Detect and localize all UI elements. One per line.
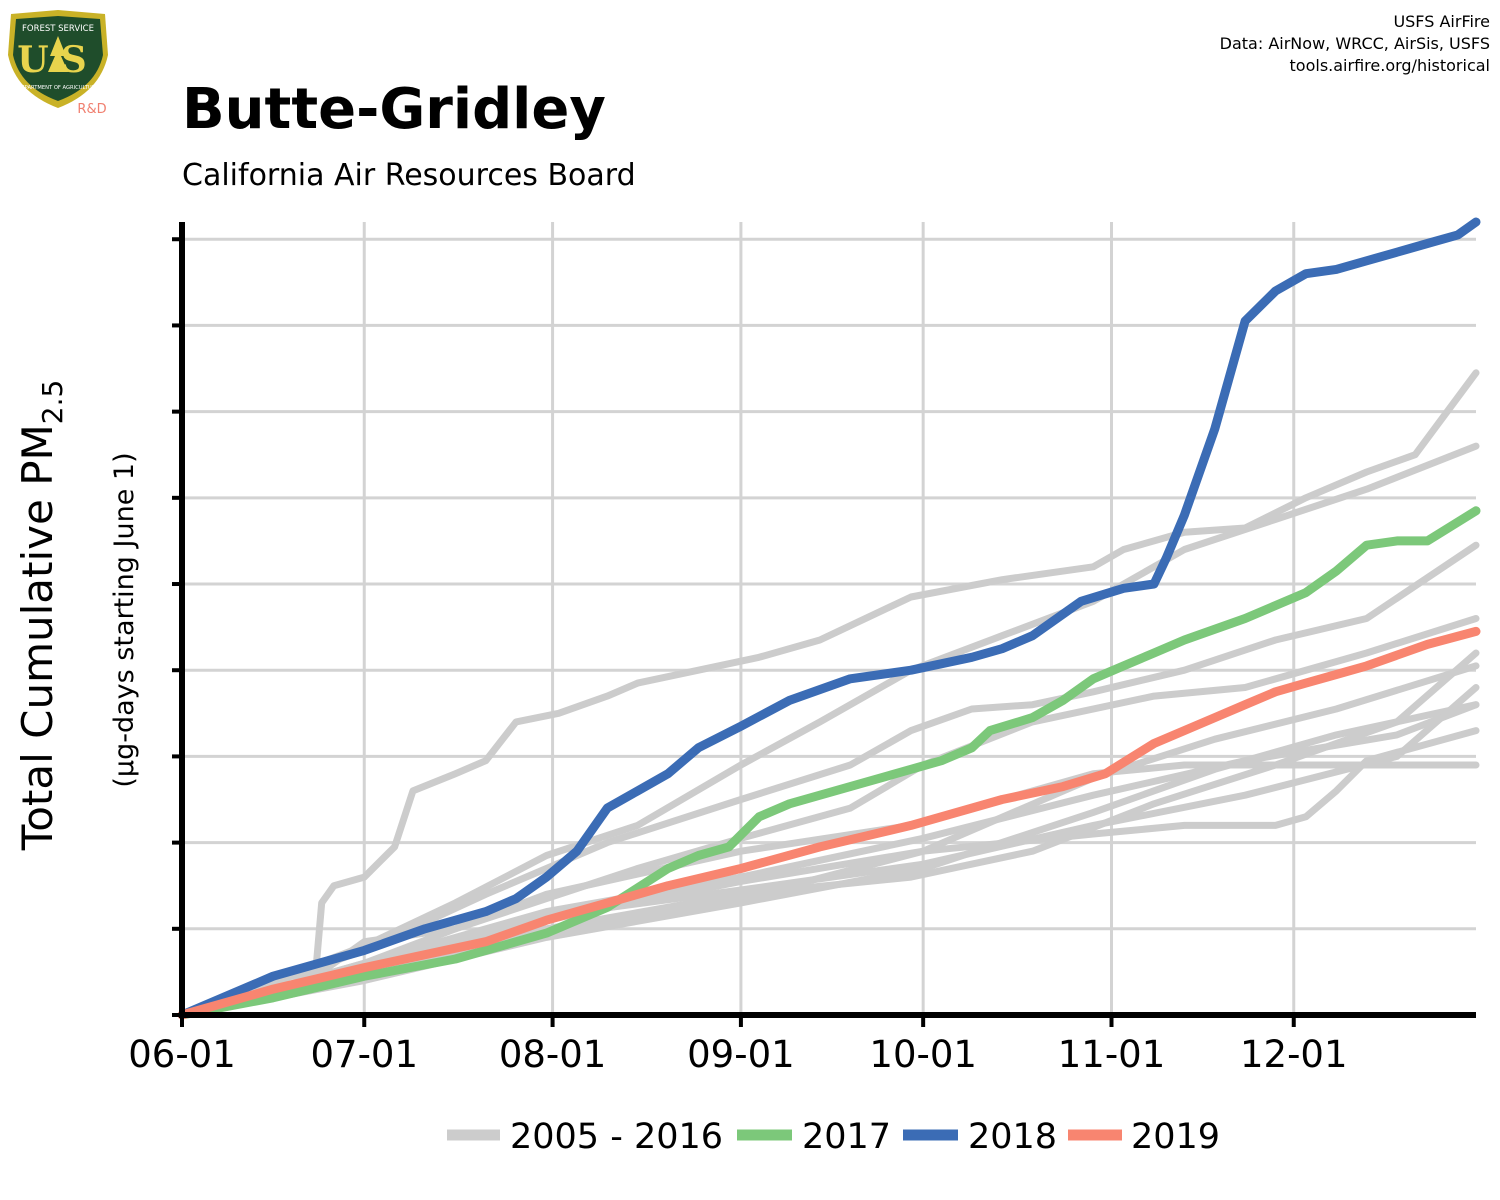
grid [182, 222, 1476, 1015]
x-tick-label-5: 11-01 [1058, 1033, 1166, 1076]
series-line-2005-2016-0 [178, 369, 1480, 1019]
usfs-logo: FOREST SERVICE US DEPARTMENT OF AGRICULT… [8, 10, 108, 117]
series-line-2005-2016-10 [178, 701, 1480, 1019]
x-tick-label-6: 12-01 [1240, 1033, 1348, 1076]
series-line-2005-2016-2 [178, 541, 1480, 1019]
series-line-2005-2016-8 [178, 615, 1480, 1019]
series-line-2005-2016-1 [178, 442, 1480, 1019]
series-line-2019-13 [177, 626, 1481, 1020]
y-axis-label: Total Cumulative PM2.5 [13, 380, 69, 852]
logo-rd-text: R&D [77, 102, 106, 117]
x-tick-label-1: 07-01 [310, 1033, 418, 1076]
legend-label-2: 2018 [968, 1117, 1057, 1157]
legend-label-0: 2005 - 2016 [510, 1117, 723, 1157]
logo-arc-top-text: FOREST SERVICE [22, 24, 94, 34]
axes: 06-01 07-01 08-01 09-01 10-01 11-01 12-01 [128, 222, 1476, 1076]
y-axis-label-units: (µg-days starting June 1) [109, 452, 140, 787]
credit-line-1: USFS AirFire [1393, 12, 1490, 31]
legend: 2005 - 2016 2017 2018 2019 [447, 1117, 1220, 1157]
y-axis-label-main: Total Cumulative PM [13, 424, 62, 851]
x-tick-label-3: 09-01 [687, 1033, 795, 1076]
legend-label-1: 2017 [802, 1117, 891, 1157]
x-tick-label-2: 08-01 [499, 1033, 607, 1076]
chart-subtitle: California Air Resources Board [182, 158, 636, 193]
logo-tree-icon [48, 36, 68, 72]
logo-letters: US [17, 39, 98, 81]
chart-title: Butte-Gridley [182, 77, 606, 142]
legend-label-3: 2019 [1131, 1117, 1220, 1157]
credit-line-2: Data: AirNow, WRCC, AirSis, USFS [1220, 34, 1490, 53]
credit-line-3: tools.airfire.org/historical [1290, 56, 1490, 75]
series-group [177, 217, 1481, 1020]
logo-arc-bottom-text: DEPARTMENT OF AGRICULTURE [17, 85, 98, 91]
series-line-2018-12 [177, 217, 1481, 1020]
x-tick-label-0: 06-01 [128, 1033, 236, 1076]
series-line-2017-11 [177, 506, 1481, 1020]
x-tick-label-4: 10-01 [869, 1033, 977, 1076]
y-axis-label-subscript: 2.5 [36, 380, 69, 425]
